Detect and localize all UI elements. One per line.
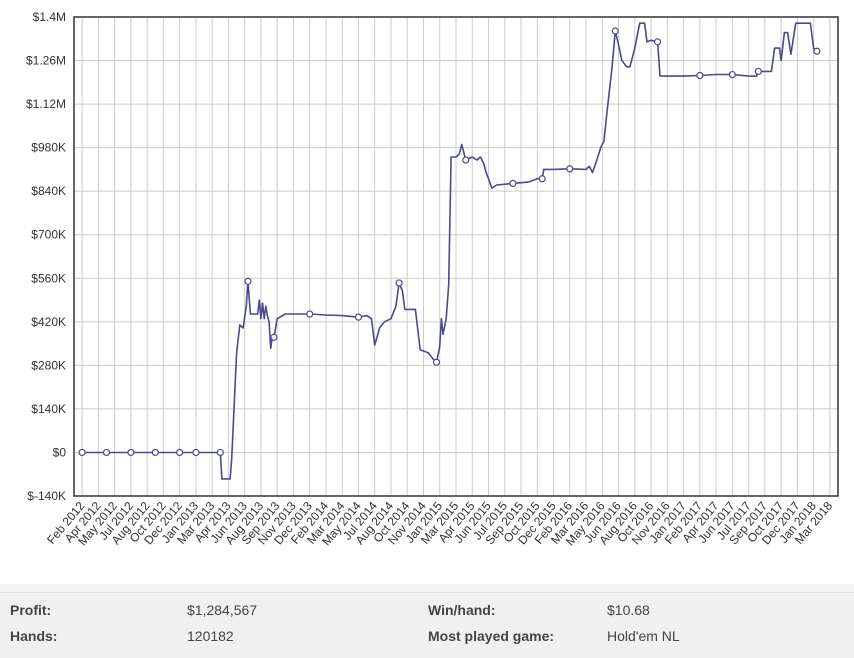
data-point-marker xyxy=(244,277,252,285)
data-point-marker xyxy=(151,448,159,457)
plot-frame xyxy=(73,16,839,497)
win-per-hand-value: $10.68 xyxy=(607,602,650,618)
data-point-marker xyxy=(176,448,184,457)
data-point-marker xyxy=(566,165,574,173)
y-tick-label: $420K xyxy=(31,315,66,329)
data-point-marker xyxy=(728,70,736,79)
chart-area: $-140K $0 $140K $280K $420K $560K $700K $840K $9… xyxy=(0,0,854,584)
y-tick-label: $1.26M xyxy=(26,54,66,68)
data-point-marker xyxy=(509,179,517,188)
y-tick-label: $980K xyxy=(31,141,66,155)
profit-series-line xyxy=(82,22,818,480)
y-tick-label: $560K xyxy=(31,271,66,285)
profit-label: Profit: xyxy=(10,602,52,618)
y-tick-label: $1.4M xyxy=(33,10,66,24)
data-point-marker xyxy=(462,156,470,164)
data-point-marker xyxy=(270,333,278,341)
y-tick-label: $140K xyxy=(31,402,66,416)
profit-value: $1,284,567 xyxy=(187,602,258,618)
data-point-marker xyxy=(216,448,224,457)
data-point-marker xyxy=(127,448,135,457)
data-point-marker xyxy=(611,27,619,35)
data-point-marker xyxy=(754,67,762,76)
hands-label: Hands: xyxy=(10,628,58,644)
data-point-marker xyxy=(395,279,403,287)
stats-panel: Profit: $1,284,567 Hands: 120182 Win/han… xyxy=(0,592,854,658)
data-point-marker xyxy=(192,448,200,457)
data-point-marker xyxy=(653,38,662,46)
data-point-marker xyxy=(696,71,704,80)
hands-value: 120182 xyxy=(187,628,234,644)
most-played-game-label: Most played game: xyxy=(428,628,555,644)
most-played-game-value: Hold'em NL xyxy=(607,628,680,644)
y-tick-label: $1.12M xyxy=(26,97,66,111)
data-point-marker xyxy=(354,313,363,321)
data-point-marker xyxy=(306,310,314,318)
y-tick-label: $0 xyxy=(53,445,67,459)
data-point-marker xyxy=(78,448,86,457)
data-point-marker xyxy=(538,175,546,183)
y-tick-label: $-140K xyxy=(27,489,66,503)
win-per-hand-label: Win/hand: xyxy=(428,602,496,618)
data-point-marker xyxy=(102,448,111,457)
data-point-marker xyxy=(813,47,821,55)
y-tick-label: $280K xyxy=(31,358,66,372)
profit-line-chart: $-140K $0 $140K $280K $420K $560K $700K $840K $9… xyxy=(26,10,839,548)
y-tick-label: $700K xyxy=(31,228,66,242)
y-tick-label: $840K xyxy=(31,184,66,198)
data-point-marker xyxy=(432,358,441,366)
